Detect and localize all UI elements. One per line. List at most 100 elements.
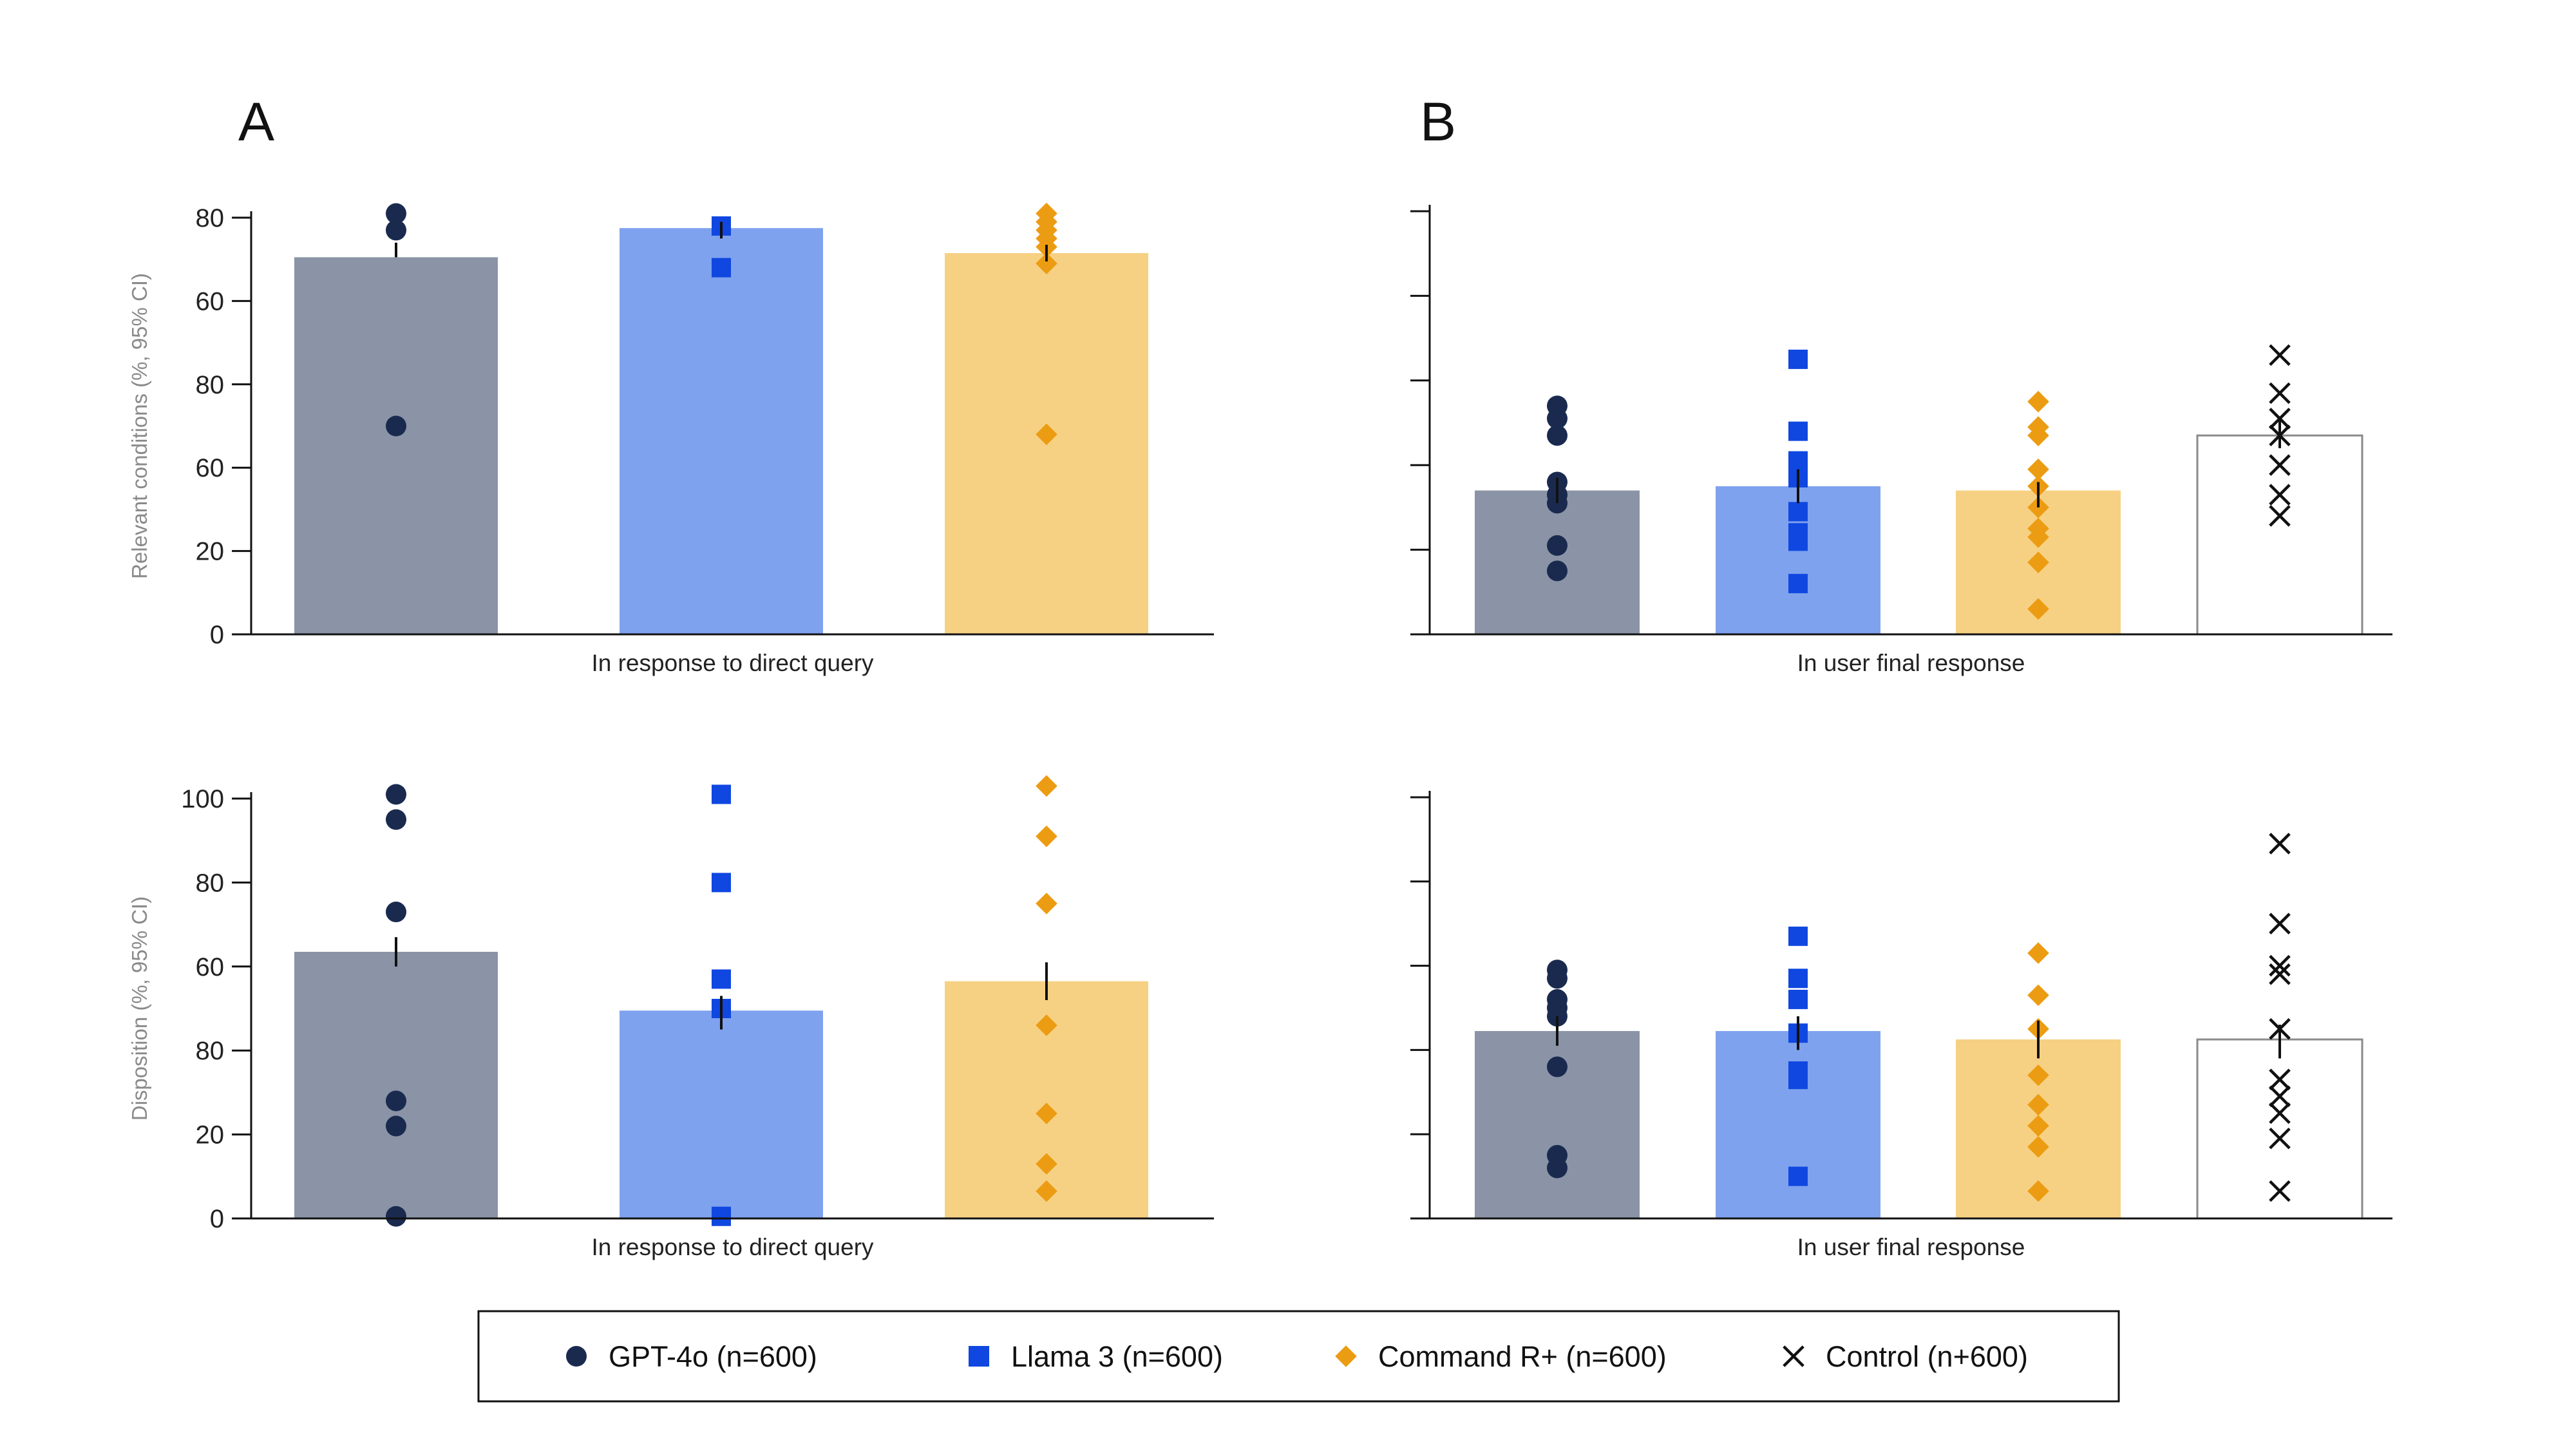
panel-letter-b: B [1420, 91, 1456, 152]
point-command-r [2027, 1064, 2049, 1086]
bar-control [2196, 1038, 2363, 1220]
bar-control [2196, 434, 2363, 636]
legend-marker-llama-3 [969, 1346, 989, 1367]
y-tick-label: 80 [196, 869, 225, 897]
point-llama-3 [1788, 451, 1808, 471]
bar-llama-3 [620, 228, 823, 634]
bar-gpt-4o [294, 951, 498, 1218]
point-gpt-4o [386, 203, 406, 224]
point-control [2269, 344, 2291, 366]
y-tick-label: 80 [196, 371, 225, 399]
x-axis-label: In response to direct query [591, 650, 874, 676]
point-llama-3 [1788, 531, 1808, 551]
y-tick-label: 100 [181, 785, 224, 813]
legend: GPT-4o (n=600) Llama 3 (n=600) Command R+ … [477, 1310, 2120, 1403]
point-command-r [2027, 598, 2049, 620]
point-control [2269, 1180, 2291, 1202]
legend-label-gpt-4o: GPT-4o (n=600) [609, 1340, 817, 1373]
point-gpt-4o [386, 1115, 406, 1137]
point-control [2269, 382, 2291, 404]
point-command-r [2027, 458, 2049, 480]
point-command-r [2027, 551, 2049, 574]
point-llama-3 [712, 784, 731, 804]
point-command-r [2027, 1136, 2049, 1158]
y-tick-label: 0 [210, 1205, 224, 1233]
legend-label-llama-3: Llama 3 (n=600) [1011, 1340, 1223, 1373]
point-control [2269, 913, 2291, 934]
point-gpt-4o [1547, 1157, 1567, 1179]
y-axis-label: Relevant conditions (%, 95% CI) [128, 273, 151, 579]
y-axis-label: Disposition (%, 95% CI) [128, 896, 151, 1121]
point-gpt-4o [386, 784, 406, 805]
point-control [2269, 1127, 2291, 1150]
point-llama-3 [712, 873, 731, 893]
point-gpt-4o [1547, 968, 1567, 989]
point-llama-3 [1788, 969, 1808, 989]
point-llama-3 [1788, 574, 1808, 594]
point-command-r [2027, 1094, 2049, 1116]
y-tick-label: 60 [196, 454, 225, 482]
point-control [2269, 1085, 2291, 1108]
point-command-r [1036, 423, 1057, 446]
point-command-r [1036, 1014, 1057, 1036]
chart-a-relevant-conditions: 0 20 60 80 60 80 In response to direct query Re… [128, 202, 1214, 676]
point-gpt-4o [1547, 560, 1567, 582]
point-control [2269, 505, 2291, 527]
y-tick-label: 20 [196, 1121, 225, 1150]
legend-marker-command-r [1335, 1345, 1357, 1367]
point-llama-3 [712, 969, 731, 989]
point-gpt-4o [386, 1090, 406, 1112]
point-command-r [1036, 775, 1057, 797]
y-tick-label: 0 [210, 621, 224, 649]
point-command-r [2027, 942, 2049, 964]
point-gpt-4o [1547, 1056, 1567, 1077]
point-llama-3 [1788, 989, 1808, 1009]
point-gpt-4o [386, 809, 406, 830]
point-command-r [2027, 526, 2049, 548]
point-gpt-4o [386, 220, 406, 241]
x-axis-label: In user final response [1797, 1234, 2025, 1260]
chart-b-relevant-conditions: In user final response [1410, 205, 2392, 676]
point-control [2269, 954, 2291, 977]
point-gpt-4o [386, 415, 406, 437]
panel-letter-a: A [238, 91, 274, 152]
point-control [2269, 454, 2291, 476]
point-control [2269, 833, 2291, 855]
bar-gpt-4o [294, 257, 498, 635]
point-command-r [1036, 1103, 1057, 1124]
point-command-r [2027, 1115, 2049, 1137]
x-axis-label: In response to direct query [591, 1234, 874, 1260]
point-llama-3 [1788, 926, 1808, 946]
y-tick-label: 60 [196, 287, 225, 316]
legend-label-control: Control (n+600) [1826, 1340, 2028, 1373]
y-tick-label: 60 [196, 953, 225, 981]
point-command-r [1036, 1180, 1057, 1202]
point-control [2269, 963, 2291, 985]
point-gpt-4o [386, 1206, 406, 1227]
point-llama-3 [712, 258, 731, 278]
point-llama-3 [1788, 349, 1808, 369]
point-llama-3 [1788, 1070, 1808, 1090]
point-gpt-4o [1547, 425, 1567, 446]
point-control [2269, 1102, 2291, 1124]
point-command-r [1036, 252, 1057, 274]
point-command-r [1036, 1153, 1057, 1175]
point-command-r [1036, 893, 1057, 914]
point-control [2269, 1068, 2291, 1090]
point-gpt-4o [1547, 408, 1567, 429]
legend-marker-control [1783, 1345, 1804, 1367]
point-command-r [1036, 825, 1057, 848]
point-gpt-4o [1547, 535, 1567, 556]
chart-b-disposition: In user final response [1410, 791, 2392, 1260]
point-llama-3 [1788, 421, 1808, 441]
point-command-r [2027, 1180, 2049, 1202]
y-tick-label: 80 [196, 1037, 225, 1065]
legend-box [477, 1310, 2120, 1403]
x-axis-label: In user final response [1797, 650, 2025, 676]
bar-llama-3 [1716, 1030, 1880, 1218]
point-llama-3 [1788, 502, 1808, 522]
point-command-r [2027, 424, 2049, 447]
point-gpt-4o [386, 902, 406, 923]
y-tick-label: 80 [196, 204, 225, 232]
